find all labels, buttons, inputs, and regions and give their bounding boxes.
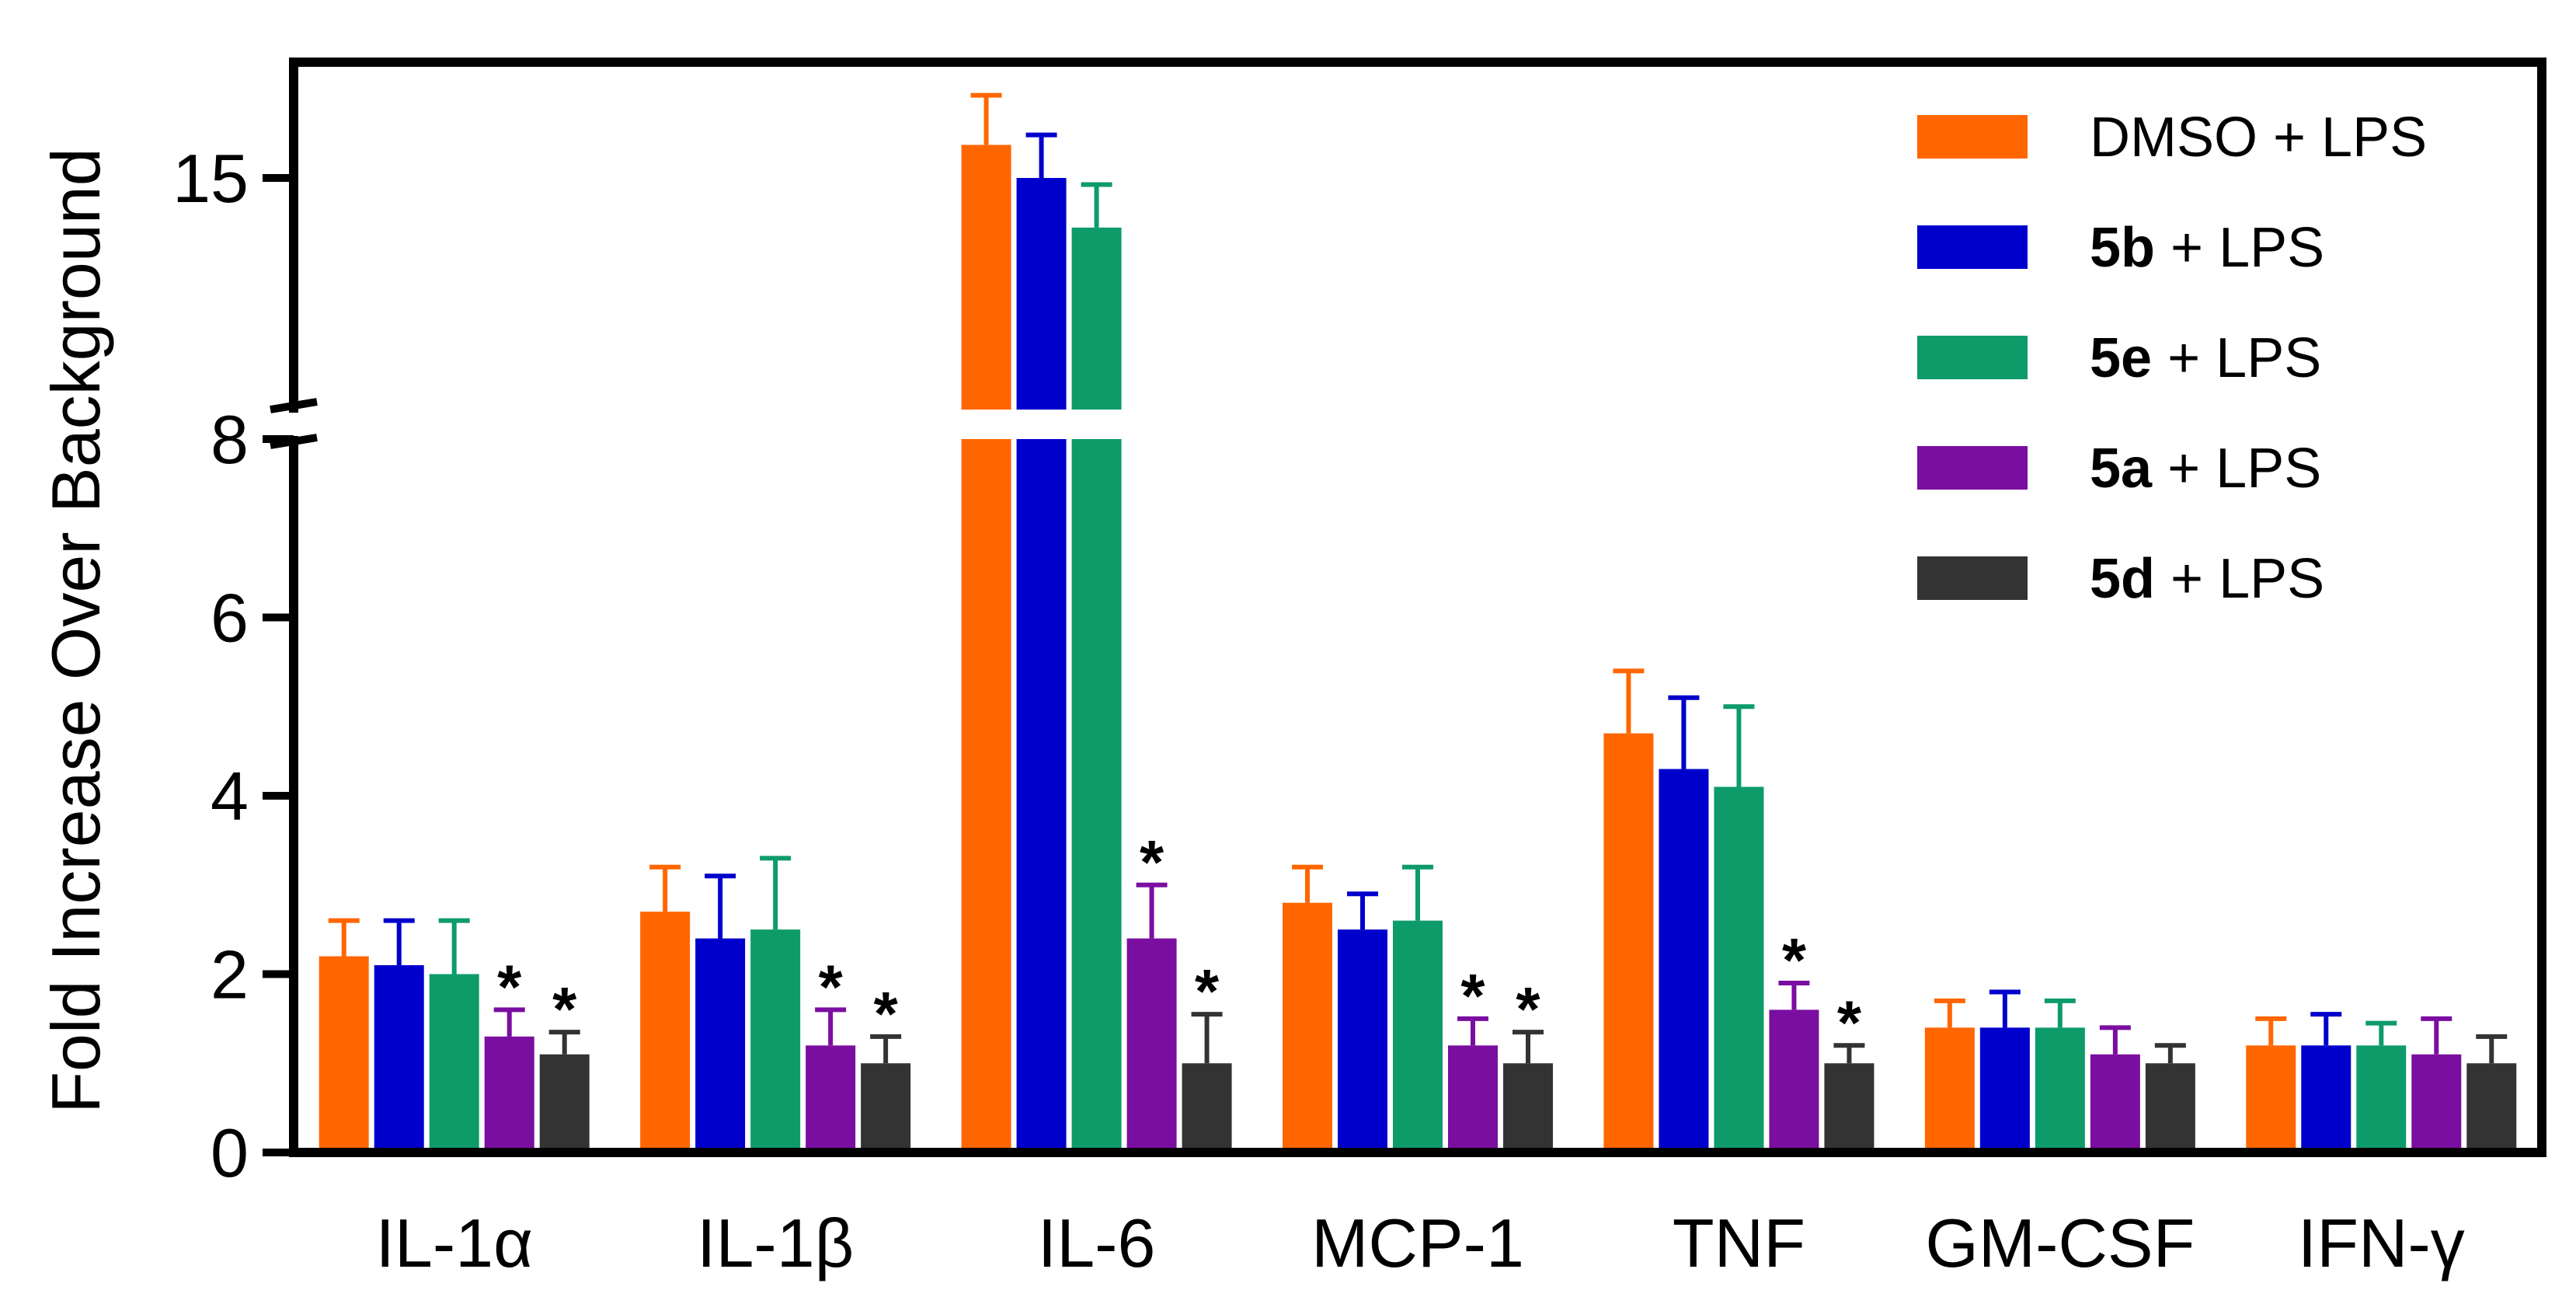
significance-star: * <box>874 979 899 1048</box>
x-tick-label: IFN-γ <box>2298 1205 2465 1281</box>
x-tick-label: TNF <box>1673 1205 1805 1281</box>
bar <box>319 956 369 1152</box>
x-tick-label: IL-1β <box>697 1205 854 1281</box>
legend-swatch <box>1917 336 2028 379</box>
bar <box>1393 920 1443 1152</box>
significance-star: * <box>552 975 577 1044</box>
significance-star: * <box>1195 957 1220 1026</box>
bar <box>1769 1009 1819 1152</box>
legend-label: DMSO + LPS <box>2090 106 2427 169</box>
legend: DMSO + LPS 5b + LPS 5e + LPS 5a + LPS 5d + L… <box>1917 106 2427 610</box>
x-tick-label: IL-1α <box>375 1205 533 1281</box>
bar <box>1714 786 1764 1152</box>
bar <box>2411 1054 2462 1152</box>
bar <box>2356 1045 2407 1152</box>
bar <box>1283 902 1332 1152</box>
y-tick-label: 2 <box>211 936 249 1013</box>
bar <box>806 1045 856 1152</box>
legend-label: 5e + LPS <box>2090 327 2321 389</box>
bar <box>484 1036 534 1152</box>
significance-star: * <box>819 952 844 1021</box>
significance-star: * <box>1460 961 1485 1030</box>
legend-swatch <box>1917 556 2028 600</box>
y-axis-title: Fold Increase Over Background <box>37 148 114 1113</box>
bar <box>1071 227 1122 410</box>
legend-label: 5a + LPS <box>2090 438 2321 500</box>
bar <box>1448 1045 1498 1152</box>
bar <box>2466 1063 2517 1152</box>
bar <box>640 912 691 1152</box>
significance-star: * <box>1782 926 1807 995</box>
bar <box>1924 1027 1975 1152</box>
bar <box>1824 1063 1875 1152</box>
y-tick-label: 0 <box>211 1114 249 1191</box>
y-tick-label: 15 <box>172 140 249 217</box>
y-tick-label: 8 <box>211 401 249 478</box>
bar <box>374 965 424 1152</box>
bar <box>2145 1063 2195 1152</box>
bar <box>1979 1027 2030 1152</box>
bar <box>1503 1063 1553 1152</box>
bar <box>1071 439 1122 1152</box>
bar <box>1603 733 1654 1152</box>
legend-label: 5b + LPS <box>2090 217 2324 279</box>
break-mark-upper <box>270 398 318 413</box>
legend-swatch <box>1917 225 2028 269</box>
bar <box>1338 929 1387 1152</box>
bar <box>1016 178 1067 410</box>
bar <box>750 929 801 1152</box>
legend-label: 5d + LPS <box>2090 548 2324 610</box>
bar <box>961 439 1011 1152</box>
y-ticks: 0 2 4 6 8 15 <box>172 140 294 1191</box>
bar <box>539 1054 590 1152</box>
significance-star: * <box>1516 975 1540 1044</box>
bar <box>2090 1054 2140 1152</box>
significance-star: * <box>1837 988 1862 1057</box>
significance-star: * <box>1140 828 1164 897</box>
bar <box>2035 1027 2085 1152</box>
y-tick-label: 4 <box>211 758 249 835</box>
bar <box>1659 769 1709 1152</box>
legend-swatch <box>1917 446 2028 490</box>
x-tick-label: IL-6 <box>1038 1205 1156 1281</box>
y-tick-label: 6 <box>211 580 249 657</box>
bar <box>1016 439 1067 1152</box>
bar <box>695 938 746 1152</box>
x-tick-label: MCP-1 <box>1311 1205 1524 1281</box>
bar <box>961 145 1011 410</box>
x-tick-labels: IL-1α IL-1β IL-6 MCP-1 TNF GM-CSF IFN-γ <box>375 1205 2464 1281</box>
legend-swatch <box>1917 115 2028 159</box>
bar <box>429 974 479 1152</box>
bars-layer: * * * * * * * * * * <box>319 92 2517 1152</box>
significance-star: * <box>497 952 522 1021</box>
x-tick-label: GM-CSF <box>1925 1205 2195 1281</box>
bar <box>2246 1045 2296 1152</box>
bar <box>861 1063 911 1152</box>
bar <box>1182 1063 1232 1152</box>
bar <box>2301 1045 2351 1152</box>
bar <box>1126 938 1177 1152</box>
